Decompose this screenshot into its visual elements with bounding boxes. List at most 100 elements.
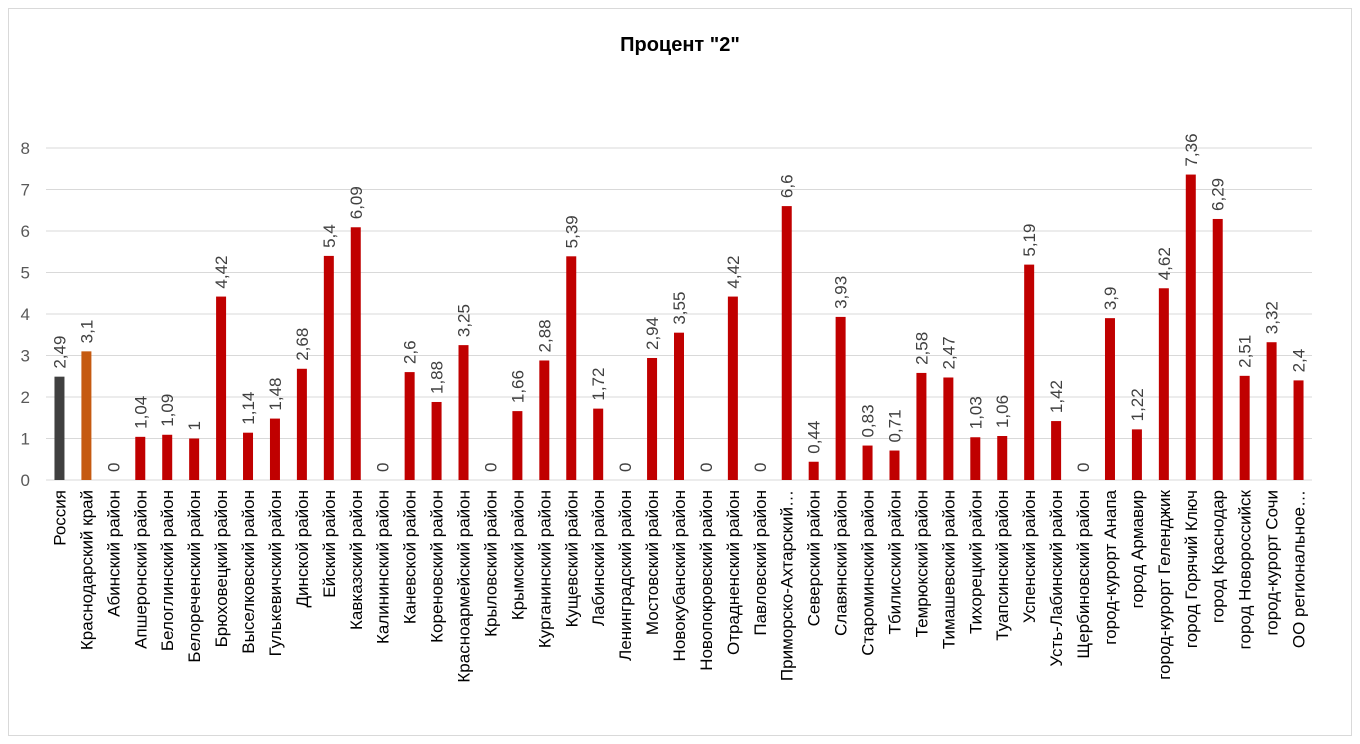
data-label: 3,1 [77, 320, 96, 344]
category-label: ОО региональное… [1290, 490, 1309, 648]
category-label: Россия [50, 490, 69, 546]
data-label: 0 [481, 463, 500, 472]
bar [323, 255, 334, 480]
category-label: Гулькевичский район [266, 490, 285, 656]
data-label: 3,55 [670, 292, 689, 325]
bar [162, 434, 173, 480]
bar [1293, 380, 1304, 480]
category-label: Щербиновский район [1074, 490, 1093, 659]
bar [1131, 429, 1142, 480]
bar [889, 450, 900, 480]
data-label: 3,93 [832, 276, 851, 309]
bar [1158, 288, 1169, 480]
category-label: город-курорт Сочи [1263, 490, 1282, 636]
data-label: 0,44 [805, 421, 824, 454]
data-label: 0 [1074, 463, 1093, 472]
bar [81, 351, 92, 480]
bar [458, 345, 469, 480]
data-label: 6,6 [778, 174, 797, 198]
category-label: Туапсинский район [993, 490, 1012, 641]
data-label: 6,09 [347, 186, 366, 219]
category-label: Кавказский район [347, 490, 366, 630]
data-label: 3,25 [455, 304, 474, 337]
bar [781, 206, 792, 480]
data-label: 1,48 [266, 377, 285, 410]
data-label: 0 [374, 463, 393, 472]
category-label: Краснодарский край [77, 490, 96, 650]
bar [431, 401, 442, 480]
data-label: 1,22 [1128, 388, 1147, 421]
data-label: 1 [185, 421, 204, 430]
y-tick-label: 4 [21, 305, 30, 324]
data-label: 7,36 [1182, 133, 1201, 166]
bar [727, 296, 738, 480]
category-label: город-курорт Анапа [1101, 489, 1120, 644]
data-label: 1,06 [993, 395, 1012, 428]
bar [189, 438, 200, 480]
category-label: Апшеронский район [131, 490, 150, 649]
data-label: 2,88 [535, 319, 554, 352]
data-label: 2,47 [939, 336, 958, 369]
data-label: 4,42 [212, 255, 231, 288]
category-label: Успенский район [1020, 490, 1039, 623]
data-label: 1,09 [158, 394, 177, 427]
data-label: 5,4 [320, 224, 339, 248]
y-tick-label: 8 [21, 139, 30, 158]
category-label: Тбилисский район [885, 490, 904, 634]
category-label: Брюховецкий район [212, 490, 231, 647]
bar [1104, 318, 1115, 480]
bar [269, 418, 280, 480]
y-tick-label: 0 [21, 471, 30, 490]
data-label: 3,32 [1263, 301, 1282, 334]
bar [350, 227, 361, 480]
data-label: 5,19 [1020, 224, 1039, 257]
bar [943, 377, 954, 480]
bar [54, 376, 65, 480]
category-label: Новопокровский район [697, 490, 716, 671]
bar [997, 436, 1008, 480]
bar [404, 372, 415, 480]
category-label: Ейский район [320, 490, 339, 598]
y-tick-label: 6 [21, 222, 30, 241]
bar [243, 432, 254, 480]
category-label: Усть-Лабинский район [1047, 490, 1066, 667]
data-label: 1,04 [131, 396, 150, 429]
category-label: Темрюкский район [912, 490, 931, 637]
data-label: 2,51 [1236, 335, 1255, 368]
data-label: 2,49 [50, 336, 69, 369]
category-label: Отрадненский район [724, 490, 743, 655]
bar [647, 357, 658, 480]
category-label: Кореновский район [428, 490, 447, 643]
category-label: Мостовский район [643, 490, 662, 635]
bar [1024, 264, 1035, 480]
data-label: 1,72 [589, 368, 608, 401]
y-tick-label: 1 [21, 430, 30, 449]
bar [1266, 342, 1277, 480]
data-label: 1,14 [239, 392, 258, 425]
bar [1239, 375, 1250, 480]
category-label: Абинский район [104, 490, 123, 617]
category-label: город Горячий Ключ [1182, 490, 1201, 648]
bar [674, 332, 684, 480]
data-label: 2,94 [643, 317, 662, 350]
y-tick-label: 5 [21, 264, 30, 283]
data-label: 0,83 [859, 404, 878, 437]
bar [593, 408, 604, 480]
data-label: 0,71 [885, 409, 904, 442]
category-label: Новокубанский район [670, 490, 689, 661]
data-label: 4,42 [724, 255, 743, 288]
category-label: Тихорецкий район [966, 490, 985, 634]
category-label: Крыловский район [481, 490, 500, 637]
y-tick-label: 2 [21, 388, 30, 407]
category-label: город Армавир [1128, 490, 1147, 608]
bar [135, 436, 146, 480]
bar [808, 461, 819, 480]
bar [1212, 218, 1223, 480]
category-label: город Краснодар [1209, 490, 1228, 623]
data-label: 3,9 [1101, 287, 1120, 311]
data-label: 0 [616, 463, 635, 472]
bar [1185, 174, 1196, 480]
bar [512, 411, 523, 480]
bar [916, 372, 927, 480]
category-label: Выселковский район [239, 490, 258, 654]
